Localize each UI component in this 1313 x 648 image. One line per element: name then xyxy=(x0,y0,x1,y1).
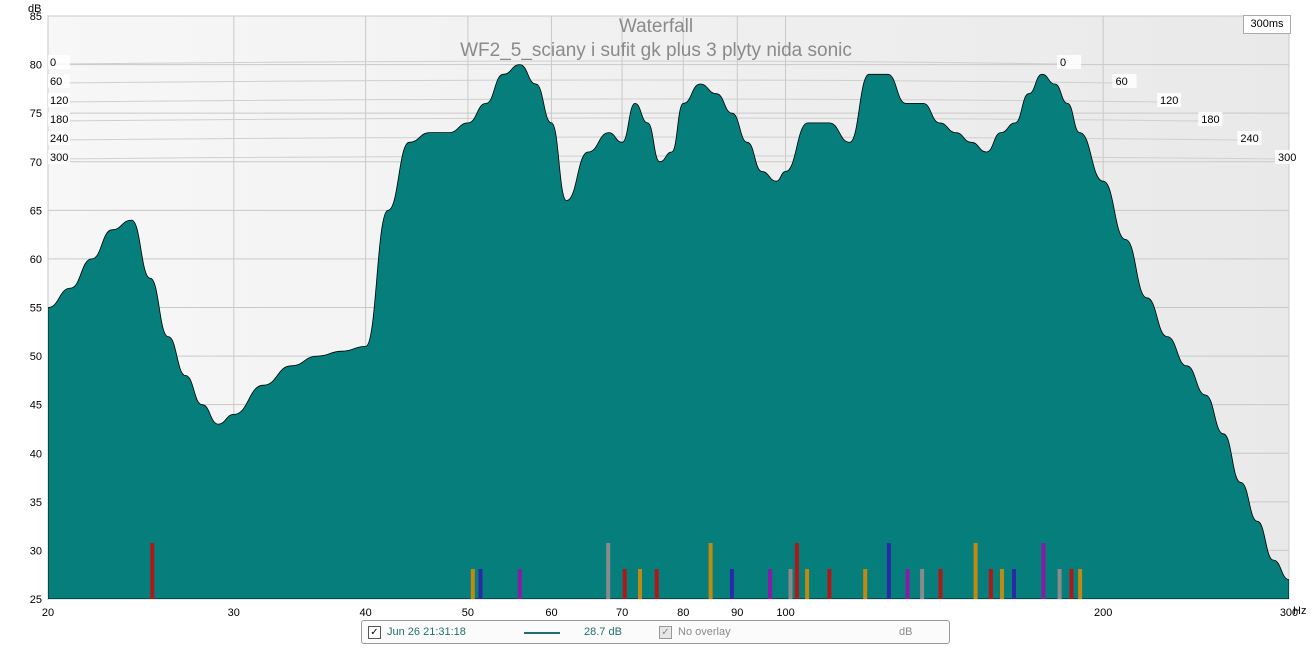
overlay-label: No overlay xyxy=(678,626,731,638)
legend-entry-label: Jun 26 21:31:18 xyxy=(387,626,466,638)
legend-bar: ✓ Jun 26 21:31:18 28.7 dB ✓ No overlay d… xyxy=(361,620,950,644)
marker-bar-8 xyxy=(708,543,713,599)
time-label-bg-left-0 xyxy=(48,55,70,69)
time-tick-right-3: 180 xyxy=(1201,114,1219,126)
y-tick-label-5: 50 xyxy=(30,351,42,363)
time-label-bg-left-5 xyxy=(48,150,70,164)
time-tick-left-1: 60 xyxy=(50,76,62,88)
marker-bar-6 xyxy=(638,569,642,599)
marker-bar-16 xyxy=(886,543,891,599)
marker-bar-19 xyxy=(938,569,943,599)
time-range-box[interactable]: 300ms xyxy=(1243,15,1291,34)
x-tick-label-5: 70 xyxy=(616,607,628,619)
x-tick-label-4: 60 xyxy=(545,607,557,619)
x-tick-label-6: 80 xyxy=(677,607,689,619)
marker-bar-1 xyxy=(470,569,475,599)
y-tick-label-7: 60 xyxy=(30,254,42,266)
time-label-bg-right-5 xyxy=(1275,150,1299,164)
time-guide-1 xyxy=(49,79,1116,84)
marker-bar-23 xyxy=(1012,569,1016,599)
y-tick-label-0: 25 xyxy=(30,594,42,606)
legend-entry-value: 28.7 dB xyxy=(584,626,622,638)
marker-bar-21 xyxy=(988,569,993,599)
time-tick-right-4: 240 xyxy=(1240,133,1258,145)
time-tick-left-0: 0 xyxy=(50,57,56,69)
x-tick-label-3: 50 xyxy=(462,607,474,619)
time-label-bg-left-4 xyxy=(48,131,70,145)
time-tick-left-5: 300 xyxy=(50,152,68,164)
marker-bar-11 xyxy=(788,569,793,599)
legend-swatch-line xyxy=(524,632,560,634)
time-tick-right-1: 60 xyxy=(1116,76,1128,88)
marker-bar-20 xyxy=(973,543,978,599)
time-label-bg-right-0 xyxy=(1057,55,1081,69)
marker-bar-3 xyxy=(517,569,522,599)
marker-bar-18 xyxy=(920,569,925,599)
time-guide-2 xyxy=(49,98,1161,103)
y-tick-label-10: 75 xyxy=(30,108,42,120)
marker-bar-0 xyxy=(150,543,155,599)
time-label-bg-right-1 xyxy=(1112,74,1137,88)
time-label-bg-right-2 xyxy=(1157,93,1182,107)
time-label-bg-left-3 xyxy=(48,112,70,126)
time-label-bg-left-2 xyxy=(48,93,70,107)
measurement-checkbox[interactable]: ✓ xyxy=(368,626,381,639)
waterfall-slices xyxy=(48,64,1289,599)
y-tick-label-11: 80 xyxy=(30,60,42,72)
y-tick-label-12: 85 xyxy=(30,11,42,23)
marker-bar-17 xyxy=(905,569,910,599)
marker-bar-25 xyxy=(1057,569,1062,599)
marker-bars xyxy=(150,543,1083,599)
x-axis-label: Hz xyxy=(1293,605,1306,617)
time-label-bg-left-1 xyxy=(48,74,70,88)
y-tick-labels: 25 30 35 40 45 50 55 60 65 70 75 80 85 xyxy=(30,11,42,606)
time-label-bg-right-3 xyxy=(1198,112,1223,126)
marker-bar-4 xyxy=(606,543,611,599)
x-tick-label-1: 30 xyxy=(228,607,240,619)
marker-bar-24 xyxy=(1041,543,1046,599)
y-tick-label-8: 65 xyxy=(30,205,42,217)
chart-subtitle: WF2_5_sciany i sufit gk plus 3 plyty nid… xyxy=(460,40,852,61)
marker-bar-2 xyxy=(478,569,483,599)
y-axis-label: dB xyxy=(28,3,41,15)
x-tick-label-2: 40 xyxy=(360,607,372,619)
slice-0 xyxy=(48,64,1289,599)
marker-bar-22 xyxy=(1000,569,1004,599)
time-tick-right-5: 300 xyxy=(1278,152,1296,164)
time-tick-right-2: 120 xyxy=(1160,95,1178,107)
time-tick-right-0: 0 xyxy=(1060,57,1066,69)
x-tick-label-8: 100 xyxy=(776,607,794,619)
y-tick-label-9: 70 xyxy=(30,157,42,169)
marker-bar-26 xyxy=(1069,569,1074,599)
x-tick-labels: 20 30 40 50 60 70 80 90 100 200 300 xyxy=(42,607,1298,619)
y-tick-label-6: 55 xyxy=(30,303,42,315)
marker-bar-13 xyxy=(805,569,810,599)
y-tick-label-1: 30 xyxy=(30,545,42,557)
y-tick-label-4: 45 xyxy=(30,400,42,412)
marker-bar-12 xyxy=(794,543,799,599)
overlay-checkbox[interactable]: ✓ xyxy=(659,626,672,639)
time-tick-left-3: 180 xyxy=(50,114,68,126)
marker-bar-27 xyxy=(1078,569,1083,599)
x-tick-label-10: 300 xyxy=(1280,607,1298,619)
marker-bar-7 xyxy=(654,569,659,599)
y-tick-label-3: 40 xyxy=(30,448,42,460)
x-tick-label-0: 20 xyxy=(42,607,54,619)
marker-bar-5 xyxy=(622,569,627,599)
legend-unit: dB xyxy=(899,626,913,638)
time-tick-left-4: 240 xyxy=(50,133,68,145)
time-guide-0 xyxy=(49,60,1061,65)
x-tick-label-7: 90 xyxy=(731,607,743,619)
time-tick-left-2: 120 xyxy=(50,95,68,107)
chart-title: Waterfall xyxy=(619,16,693,37)
marker-bar-15 xyxy=(863,569,868,599)
marker-bar-9 xyxy=(729,569,734,599)
time-label-bg-right-4 xyxy=(1237,131,1262,145)
time-tick-labels: 0 0 60 60 120 120 180 180 240 240 300 300 xyxy=(48,55,1299,164)
x-tick-label-9: 200 xyxy=(1094,607,1112,619)
marker-bar-14 xyxy=(827,569,832,599)
y-tick-label-2: 35 xyxy=(30,497,42,509)
marker-bar-10 xyxy=(768,569,773,599)
